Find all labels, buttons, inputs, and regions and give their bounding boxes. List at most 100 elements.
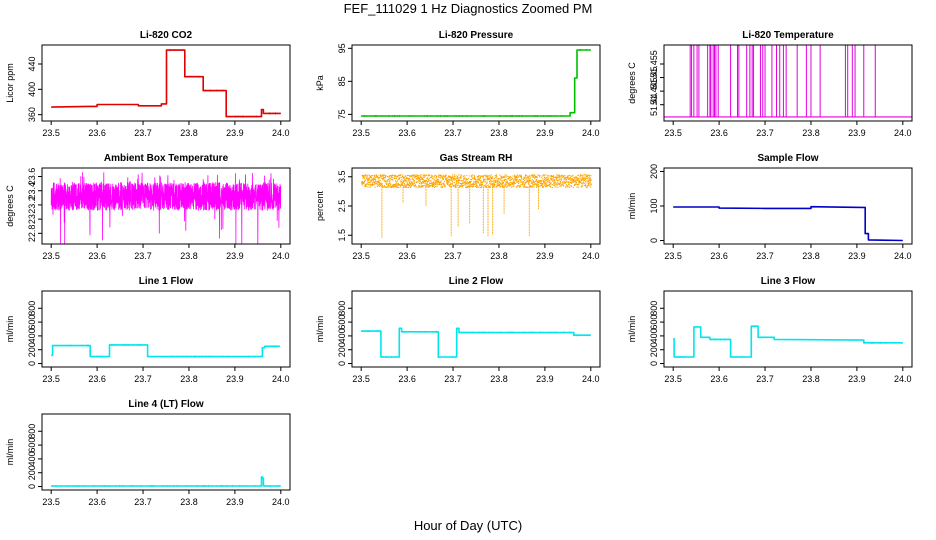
- x-tick-label: 23.9: [848, 374, 866, 384]
- x-tick-label: 23.6: [710, 374, 728, 384]
- x-tick-label: 23.5: [42, 497, 60, 507]
- series-jitter: [89, 355, 109, 358]
- x-tick-label: 23.6: [88, 497, 106, 507]
- series-jitter: [573, 334, 591, 337]
- x-tick-label: 23.5: [352, 128, 370, 138]
- x-tick-label: 23.7: [756, 128, 774, 138]
- x-tick-label: 23.5: [664, 251, 682, 261]
- x-tick-label: 23.9: [536, 374, 554, 384]
- series-jitter: [360, 330, 380, 333]
- y-axis-label: ml/min: [5, 316, 15, 343]
- series-line: [673, 325, 903, 358]
- x-tick-label: 23.8: [180, 251, 198, 261]
- y-tick-label: 360: [27, 107, 37, 122]
- series-jitter: [166, 49, 184, 52]
- x-tick-label: 24.0: [272, 374, 290, 384]
- chart-panel: Li-820 Pressure 23.5 23.6 23.7 23.8 23.9 24.0 7…: [315, 30, 601, 138]
- chart-panel: Line 2 Flow 23.5 23.6 23.7 23.8 23.9 24.0 0 2004…: [315, 276, 601, 384]
- y-axis-label: kPa: [315, 75, 325, 91]
- rh-dip: [482, 187, 484, 233]
- y-axis-label: ml/min: [627, 193, 637, 220]
- chart-panel: Gas Stream RH 23.5 23.6 23.7 23.8 23.9 24.0 1.5…: [315, 153, 601, 261]
- series-jitter: [458, 331, 573, 334]
- x-tick-label: 23.6: [710, 251, 728, 261]
- x-tick-label: 23.7: [444, 251, 462, 261]
- panel-title: Gas Stream RH: [440, 153, 513, 164]
- plot-frame: [41, 413, 291, 491]
- panel-title: Line 4 (LT) Flow: [128, 399, 204, 410]
- x-tick-label: 23.7: [134, 128, 152, 138]
- x-tick-label: 23.8: [490, 251, 508, 261]
- y-tick-label: 75: [337, 109, 347, 119]
- rh-dip: [503, 187, 505, 214]
- x-tick-label: 23.6: [88, 128, 106, 138]
- x-tick-label: 24.0: [894, 128, 912, 138]
- x-tick-label: 23.7: [444, 374, 462, 384]
- series-line: [673, 205, 903, 242]
- plot-frame: [41, 44, 291, 122]
- y-tick-label: 800: [27, 424, 37, 439]
- x-tick-label: 23.7: [134, 374, 152, 384]
- x-tick-label: 24.0: [272, 251, 290, 261]
- series-noise: [676, 338, 903, 359]
- y-tick-label: 440: [27, 56, 37, 71]
- x-tick-label: 24.0: [894, 251, 912, 261]
- y-tick-label: 0: [337, 361, 347, 366]
- rh-dip: [457, 187, 459, 227]
- rh-dip: [402, 187, 404, 203]
- rh-dip: [492, 187, 494, 235]
- x-tick-label: 23.7: [444, 128, 462, 138]
- y-tick-label: 0: [649, 238, 659, 243]
- series-line: [50, 172, 282, 244]
- panel-title: Sample Flow: [757, 153, 818, 164]
- x-tick-label: 23.6: [398, 374, 416, 384]
- y-tick-label: 200: [649, 342, 659, 357]
- chart-panel: Ambient Box Temperature 23.5 23.6 23.7 23.8 2…: [5, 153, 291, 261]
- y-tick-label: 23: [27, 214, 37, 224]
- x-tick-label: 24.0: [272, 128, 290, 138]
- x-tick-label: 23.8: [490, 128, 508, 138]
- rh-dip: [528, 187, 530, 237]
- x-tick-label: 23.9: [536, 251, 554, 261]
- x-tick-label: 24.0: [582, 374, 600, 384]
- rh-dip: [538, 187, 539, 209]
- series-noise: [166, 49, 281, 118]
- panel-title: Line 1 Flow: [139, 276, 194, 287]
- chart-panel: Line 3 Flow 23.5 23.6 23.7 23.8 23.9 24.0 0 2004…: [627, 276, 913, 384]
- plot-frame: [663, 44, 913, 122]
- series-jitter: [709, 338, 729, 341]
- panel-title: Line 2 Flow: [449, 276, 504, 287]
- x-tick-label: 23.5: [42, 374, 60, 384]
- chart-panel: Line 4 (LT) Flow 23.5 23.6 23.7 23.8 23.9 24.0…: [5, 399, 291, 507]
- series-jitter: [147, 355, 260, 358]
- x-tick-label: 23.6: [710, 128, 728, 138]
- y-tick-label: 800: [649, 301, 659, 316]
- series-jitter: [730, 356, 749, 358]
- chart-panel: Line 1 Flow 23.5 23.6 23.7 23.8 23.9 24.0 0 2004…: [5, 276, 291, 384]
- y-tick-label: 51.455: [649, 50, 659, 78]
- x-tick-label: 23.9: [848, 128, 866, 138]
- panel-grid: Li-820 CO2 23.5 23.6 23.7 23.8 23.9 24.0 360 400…: [5, 30, 913, 507]
- plot-frame: [41, 167, 291, 245]
- y-tick-label: 2.5: [337, 200, 347, 213]
- series-jitter: [184, 75, 202, 78]
- data-layer: [50, 476, 281, 488]
- plot-frame: [351, 44, 601, 122]
- x-tick-label: 23.5: [664, 374, 682, 384]
- x-tick-label: 24.0: [272, 497, 290, 507]
- panel-title: Ambient Box Temperature: [104, 153, 229, 164]
- x-tick-label: 23.9: [226, 497, 244, 507]
- y-tick-label: 400: [649, 328, 659, 343]
- rh-dip: [469, 187, 471, 224]
- data-layer: [673, 205, 903, 242]
- y-tick-label: 200: [27, 342, 37, 357]
- y-tick-label: 400: [27, 82, 37, 97]
- data-layer: [673, 325, 903, 359]
- y-tick-label: 22.8: [27, 225, 37, 243]
- y-tick-label: 85: [337, 76, 347, 86]
- x-tick-label: 23.6: [398, 251, 416, 261]
- rh-dip: [381, 187, 383, 238]
- data-layer: [360, 49, 591, 118]
- series-jitter: [401, 330, 437, 333]
